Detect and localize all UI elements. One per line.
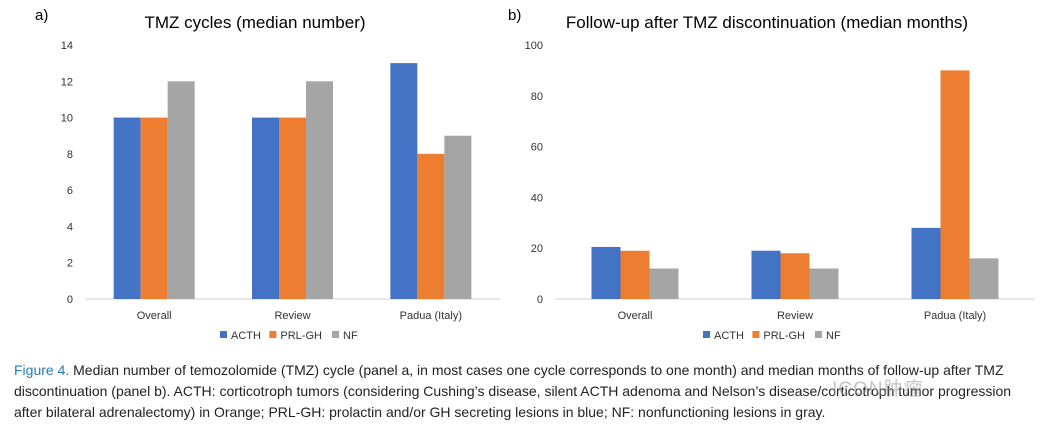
- legend-label-acth: ACTH: [231, 330, 261, 342]
- bar-acth-padua-italy: [390, 63, 418, 300]
- y-tick-label: 100: [525, 40, 543, 52]
- y-tick-label: 40: [531, 192, 543, 204]
- bar-prl-gh-overall: [620, 250, 650, 299]
- chart-title: Follow-up after TMZ discontinuation (med…: [566, 13, 968, 32]
- chart-title: TMZ cycles (median number): [144, 13, 365, 32]
- y-tick-label: 8: [67, 149, 73, 161]
- y-tick-label: 4: [67, 221, 73, 233]
- y-tick-label: 20: [531, 243, 543, 255]
- panel-label: b): [508, 7, 521, 24]
- bar-prl-gh-padua-italy: [417, 153, 445, 299]
- y-tick-label: 2: [67, 258, 73, 270]
- bar-nf-overall: [649, 268, 679, 299]
- bar-acth-overall: [591, 246, 621, 299]
- bar-nf-overall: [167, 81, 195, 300]
- legend-swatch-nf: [815, 331, 822, 338]
- watermark-logo: ICON肿瘤: [832, 379, 924, 400]
- bar-prl-gh-review: [279, 117, 306, 299]
- legend-swatch-acth: [220, 331, 227, 338]
- bar-nf-padua-italy: [444, 135, 472, 299]
- figure-label: Figure 4.: [14, 362, 70, 378]
- chart-panel-a: a) TMZ cycles (median number) 0 2 4 6 8 10 12 14 O…: [0, 0, 505, 350]
- bar-prl-gh-overall: [140, 117, 168, 299]
- y-tick-label: 80: [531, 91, 543, 103]
- legend-label-acth: ACTH: [714, 330, 744, 342]
- x-category-label: Padua (Italy): [400, 310, 462, 322]
- caption-text: Median number of temozolomide (TMZ) cycl…: [14, 362, 1012, 420]
- legend-swatch-prl-gh: [752, 331, 760, 338]
- legend-label-nf: NF: [343, 330, 358, 342]
- bar-prl-gh-padua-italy: [940, 70, 970, 300]
- legend-swatch-acth: [703, 331, 710, 338]
- bar-acth-review: [252, 117, 279, 299]
- x-category-label: Review: [274, 310, 310, 322]
- bar-acth-padua-italy: [911, 227, 941, 299]
- x-category-label: Overall: [618, 310, 653, 322]
- y-tick-label: 0: [537, 294, 543, 306]
- bar-nf-review: [306, 81, 333, 300]
- legend-label-prl-gh: PRL-GH: [763, 330, 805, 342]
- chart-a-svg: a) TMZ cycles (median number) 0 2 4 6 8 10 12 14 O…: [35, 7, 500, 342]
- chart-panel-b: b) Follow-up after TMZ discontinuation (m…: [505, 0, 1045, 350]
- x-category-label: Padua (Italy): [924, 310, 986, 322]
- figure-caption: Figure 4. Median number of temozolomide …: [14, 360, 1039, 423]
- x-category-label: Overall: [137, 310, 172, 322]
- y-tick-label: 10: [61, 113, 73, 125]
- bar-prl-gh-review: [780, 253, 810, 299]
- legend-label-nf: NF: [826, 330, 841, 342]
- y-tick-label: 12: [61, 76, 73, 88]
- legend-swatch-nf: [332, 331, 339, 338]
- panel-label: a): [35, 7, 48, 24]
- bar-acth-review: [751, 250, 781, 299]
- legend-swatch-prl-gh: [269, 331, 277, 338]
- legend-label-prl-gh: PRL-GH: [280, 330, 322, 342]
- bar-nf-review: [809, 268, 839, 299]
- y-tick-label: 6: [67, 185, 73, 197]
- chart-b-svg: b) Follow-up after TMZ discontinuation (m…: [508, 7, 1035, 342]
- bar-nf-padua-italy: [969, 258, 999, 299]
- y-tick-label: 14: [61, 40, 73, 52]
- x-category-label: Review: [777, 310, 813, 322]
- bar-acth-overall: [113, 117, 141, 299]
- y-tick-label: 60: [531, 142, 543, 154]
- y-tick-label: 0: [67, 294, 73, 306]
